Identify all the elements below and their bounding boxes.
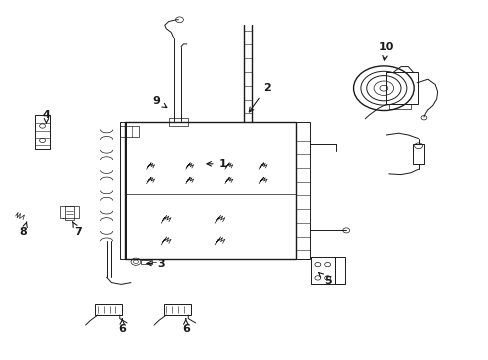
Text: 8: 8 xyxy=(20,222,27,237)
Bar xyxy=(65,206,74,220)
Bar xyxy=(168,118,188,126)
Text: 5: 5 xyxy=(318,273,331,286)
Bar xyxy=(310,257,334,284)
Bar xyxy=(295,122,309,259)
Bar xyxy=(124,122,295,259)
Text: 10: 10 xyxy=(378,42,393,60)
Bar xyxy=(141,260,151,264)
Bar xyxy=(163,304,190,315)
Text: 6: 6 xyxy=(118,319,126,334)
Text: 7: 7 xyxy=(73,222,82,237)
Bar xyxy=(95,304,122,315)
Text: 9: 9 xyxy=(152,96,166,108)
Bar xyxy=(386,72,417,104)
Text: 4: 4 xyxy=(42,110,50,123)
Bar xyxy=(120,126,139,137)
Bar xyxy=(334,257,344,284)
Text: 1: 1 xyxy=(206,159,226,169)
Bar xyxy=(388,104,410,109)
Text: 3: 3 xyxy=(146,258,165,269)
Bar xyxy=(120,122,125,259)
Text: 6: 6 xyxy=(182,319,189,334)
Bar xyxy=(35,115,50,149)
Text: 2: 2 xyxy=(249,83,270,112)
Bar xyxy=(412,144,423,164)
